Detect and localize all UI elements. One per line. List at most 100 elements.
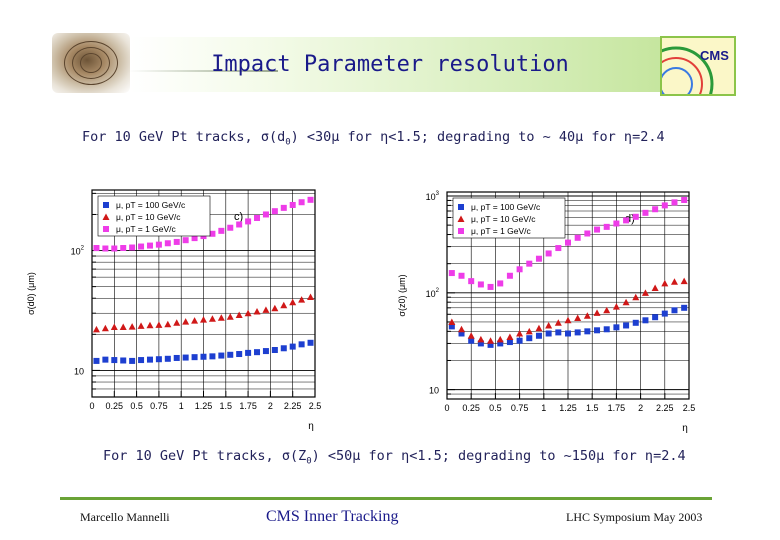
data-point	[603, 306, 611, 314]
data-point	[458, 325, 466, 333]
data-point	[603, 326, 610, 333]
data-point	[681, 304, 688, 311]
data-point	[623, 217, 630, 224]
data-point	[120, 245, 127, 252]
data-point	[173, 319, 181, 326]
data-point	[208, 315, 216, 322]
legend-box	[97, 195, 211, 237]
data-point	[671, 307, 678, 314]
footer-event: LHC Symposium May 2003	[566, 510, 703, 524]
data-point	[155, 321, 163, 328]
data-point	[155, 241, 162, 248]
data-point	[262, 211, 269, 218]
data-point	[506, 339, 513, 346]
title-banner	[130, 37, 660, 92]
x-tick-label: 0.75	[150, 401, 168, 411]
data-point	[236, 221, 243, 228]
legend-marker	[458, 204, 464, 210]
data-point	[477, 340, 484, 347]
data-point	[138, 243, 145, 250]
data-point	[670, 278, 678, 285]
data-point	[448, 323, 455, 330]
legend-label: μ, pT = 1 GeV/c	[471, 226, 532, 236]
data-point	[613, 324, 620, 331]
x-tick-label: 2	[268, 401, 273, 411]
data-point	[280, 345, 287, 352]
data-point	[681, 196, 688, 203]
x-tick-label: 2.5	[309, 401, 322, 411]
legend-marker	[458, 228, 464, 234]
data-point	[583, 312, 591, 319]
data-point	[622, 298, 630, 306]
data-point	[280, 301, 288, 309]
data-point	[458, 272, 465, 279]
data-point	[254, 214, 261, 221]
y-tick-label: 102	[71, 246, 85, 257]
data-point	[254, 349, 261, 356]
data-point	[603, 223, 610, 230]
data-point	[191, 235, 198, 242]
data-point	[253, 308, 261, 315]
data-point	[487, 283, 494, 290]
data-point	[555, 245, 562, 252]
data-point	[661, 310, 668, 317]
data-point	[545, 330, 552, 337]
data-point	[535, 255, 542, 262]
data-point	[128, 323, 136, 330]
data-point	[209, 230, 216, 237]
data-point	[661, 279, 669, 287]
data-point	[477, 335, 485, 343]
data-point	[146, 321, 154, 329]
footer-divider	[60, 497, 712, 500]
footer-author: Marcello Mannelli	[80, 510, 170, 524]
data-point	[632, 293, 640, 301]
data-point	[289, 298, 297, 306]
data-point	[584, 230, 591, 237]
data-point	[92, 325, 100, 333]
y-tick-label: 10	[74, 366, 84, 376]
data-point	[289, 201, 296, 208]
data-point	[651, 284, 659, 292]
data-point	[111, 357, 118, 364]
data-point	[487, 337, 495, 344]
legend-marker	[103, 202, 109, 208]
data-point	[458, 330, 465, 337]
data-point	[468, 278, 475, 285]
panel-label: d)	[625, 213, 635, 225]
data-point	[93, 245, 100, 252]
data-point	[271, 208, 278, 215]
y-tick-label: 10	[429, 386, 439, 396]
data-point	[641, 289, 649, 296]
data-point	[612, 303, 620, 310]
x-tick-label: 2.25	[284, 401, 302, 411]
x-tick-label: 1.75	[239, 401, 257, 411]
footer-talk-title: CMS Inner Tracking	[266, 508, 399, 525]
data-point	[245, 218, 252, 225]
data-point	[680, 277, 688, 285]
y-tick-label: 103	[426, 191, 440, 202]
data-point	[661, 202, 668, 209]
data-point	[218, 227, 225, 234]
x-axis-label: η	[308, 421, 314, 432]
data-point	[565, 239, 571, 246]
data-point	[262, 348, 269, 355]
slide-title: Impact Parameter resolution	[211, 52, 569, 77]
x-tick-label: 0.25	[462, 403, 480, 413]
data-point	[307, 196, 314, 203]
data-point	[191, 354, 198, 361]
x-tick-label: 1.75	[608, 403, 626, 413]
data-point	[101, 324, 109, 332]
y-tick-label: 102	[426, 288, 440, 299]
data-point	[182, 318, 190, 325]
data-point	[506, 333, 514, 340]
data-point	[307, 339, 314, 346]
data-point	[164, 320, 172, 328]
x-tick-label: 0.25	[106, 401, 124, 411]
legend-label: μ, pT = 100 GeV/c	[116, 200, 186, 210]
data-point	[236, 351, 243, 358]
data-point	[120, 357, 127, 364]
data-point	[182, 237, 189, 244]
data-point	[545, 321, 553, 329]
data-point	[164, 240, 171, 247]
x-tick-label: 1	[179, 401, 184, 411]
